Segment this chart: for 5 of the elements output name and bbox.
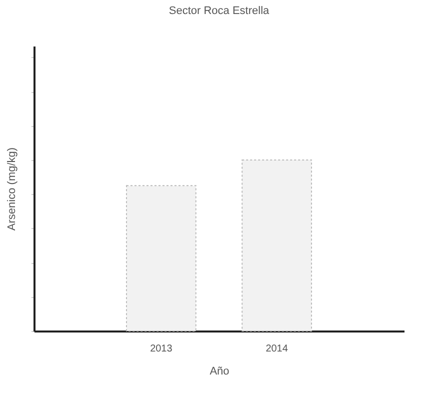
x-tick-label: 2014	[266, 344, 288, 354]
chart-title: Sector Roca Estrella	[168, 5, 270, 17]
x-tick-label: 2013	[150, 344, 173, 354]
x-axis-title: Año	[210, 366, 230, 378]
y-axis-title: Arsenico (mg/kg)	[6, 147, 18, 231]
